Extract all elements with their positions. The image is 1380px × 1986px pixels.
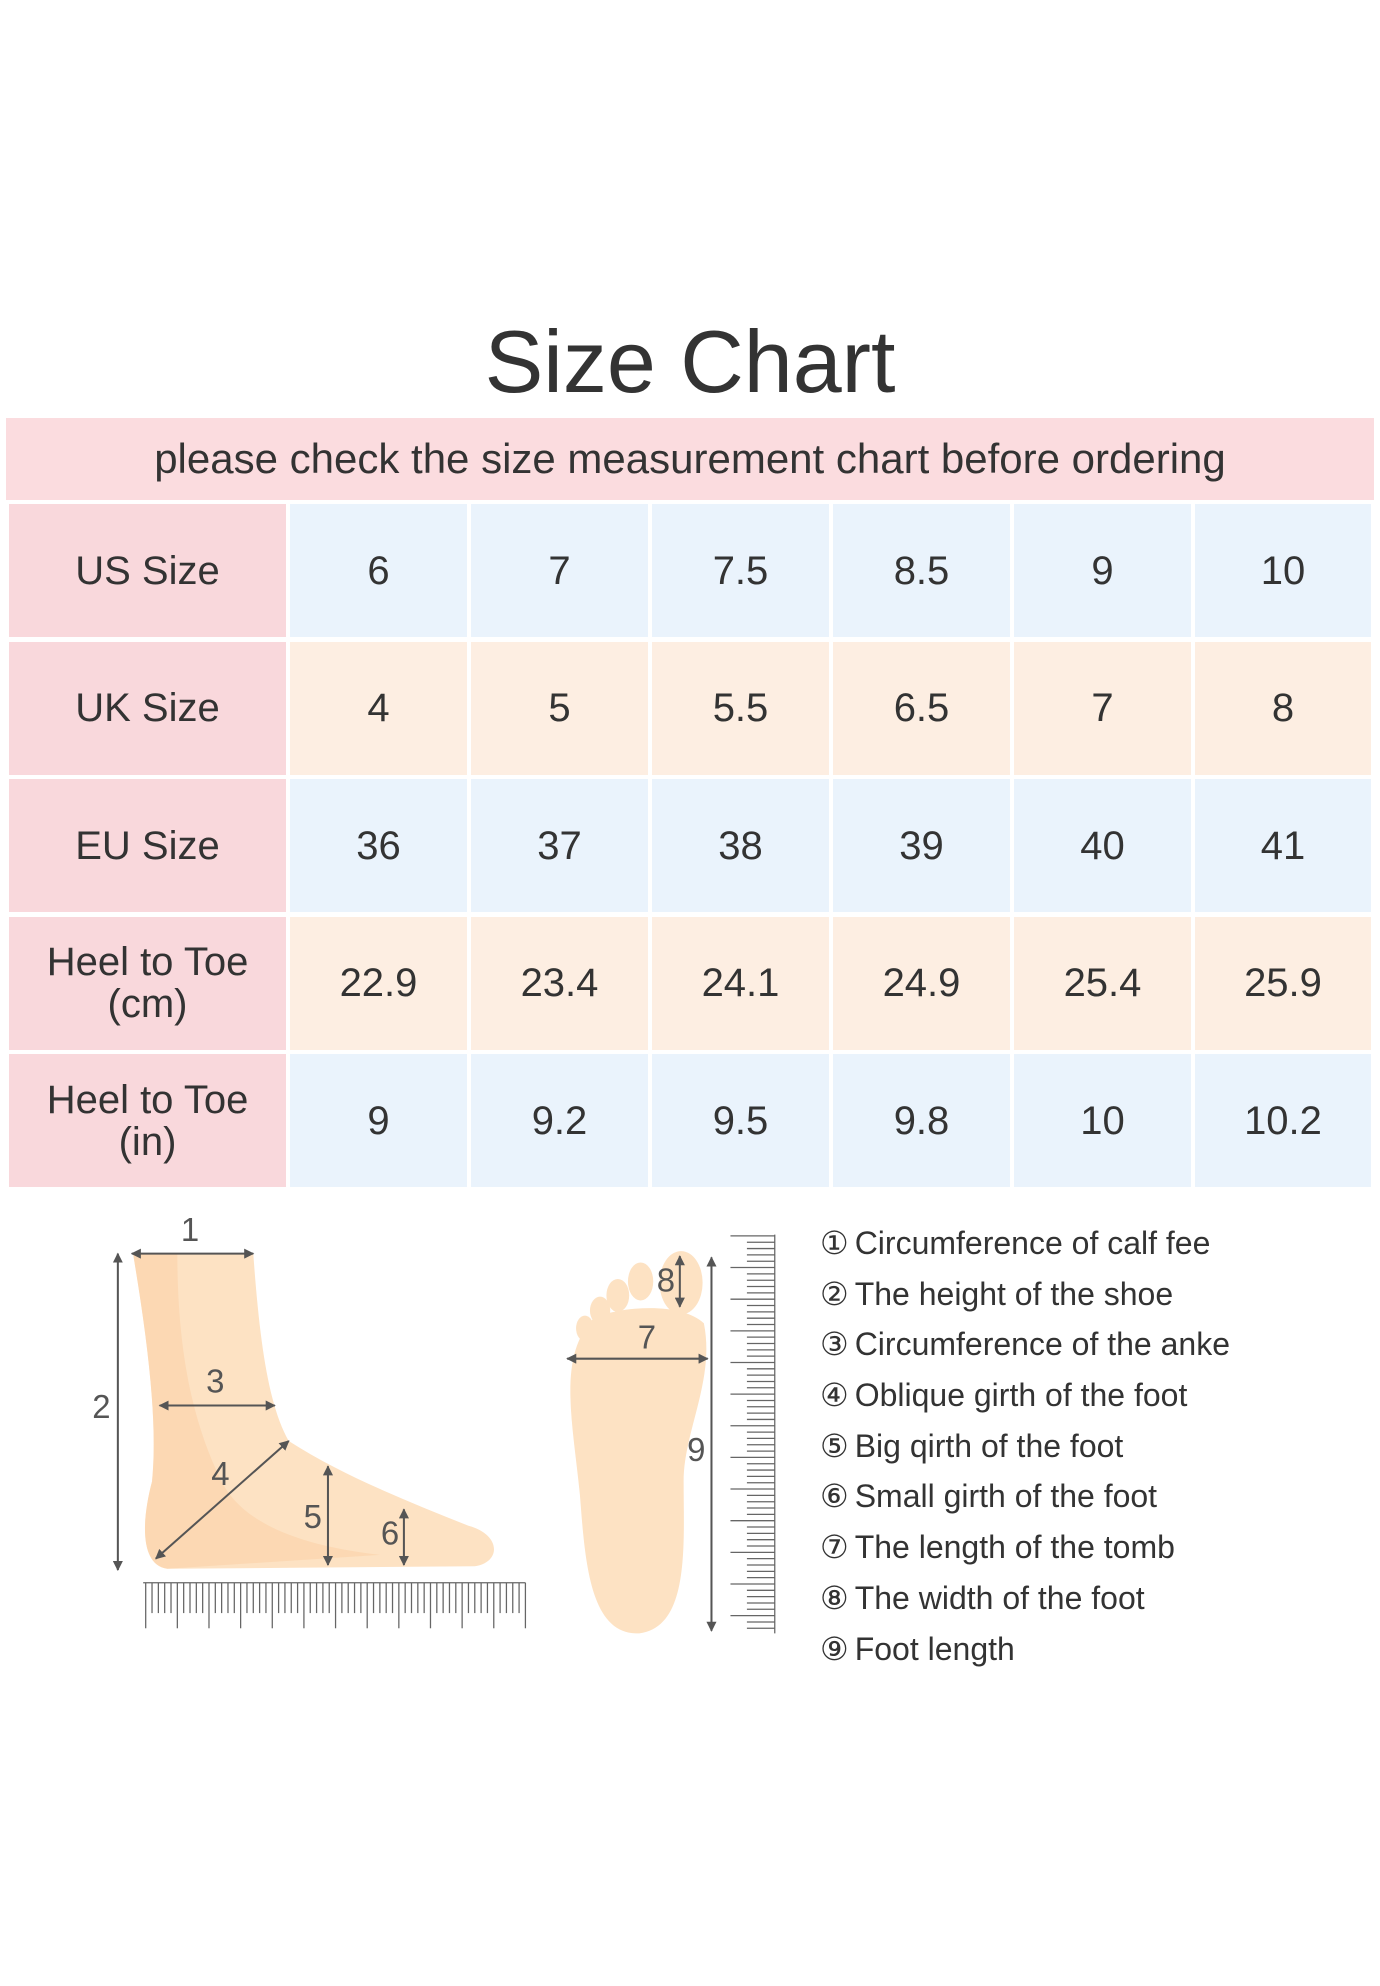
toe xyxy=(576,1315,594,1341)
table-cell: 9.5 xyxy=(652,1054,829,1187)
row-header: Heel to Toe (cm) xyxy=(9,916,286,1050)
table-cell: 4 xyxy=(290,641,467,775)
table-cell: 10 xyxy=(1195,504,1371,637)
sole-foot xyxy=(570,1308,707,1634)
foot-diagram: 1 2 3 4 5 6 7 8 9 xyxy=(92,1211,776,1634)
table-cell: 40 xyxy=(1014,779,1191,912)
table-cell: 8.5 xyxy=(833,504,1010,637)
table-cell: 39 xyxy=(833,779,1010,912)
diagram-label: 4 xyxy=(211,1455,229,1492)
legend-text: The height of the shoe xyxy=(854,1275,1174,1312)
diagram-label: 7 xyxy=(638,1318,656,1355)
table-cell: 8 xyxy=(1195,641,1371,775)
table-cell: 36 xyxy=(290,779,467,912)
legend-item: ② The height of the shoe xyxy=(820,1269,1230,1320)
legend-marker: ② xyxy=(820,1275,849,1312)
table-cell: 9 xyxy=(290,1054,467,1187)
legend: ① Circumference of calf fee ② The height of… xyxy=(820,1218,1230,1674)
table-cell: 23.4 xyxy=(471,916,648,1050)
legend-marker: ④ xyxy=(820,1377,849,1414)
table-cell: 7.5 xyxy=(652,504,829,637)
diagram-label: 2 xyxy=(92,1388,110,1425)
legend-marker: ⑧ xyxy=(820,1579,849,1616)
legend-item: ⑨ Foot length xyxy=(820,1624,1230,1675)
legend-item: ⑦ The length of the tomb xyxy=(820,1522,1230,1573)
diagram-label: 5 xyxy=(304,1498,322,1535)
table-cell: 41 xyxy=(1195,779,1371,912)
legend-marker: ⑨ xyxy=(820,1630,849,1667)
legend-text: Circumference of the anke xyxy=(854,1326,1230,1363)
table-cell: 25.4 xyxy=(1014,916,1191,1050)
legend-text: The width of the foot xyxy=(854,1579,1145,1616)
table-cell: 10 xyxy=(1014,1054,1191,1187)
table-cell: 5 xyxy=(471,641,648,775)
legend-item: ⑤ Big qirth of the foot xyxy=(820,1421,1230,1472)
diagram-label: 8 xyxy=(657,1261,675,1298)
legend-item: ④ Oblique girth of the foot xyxy=(820,1370,1230,1421)
table-cell: 7 xyxy=(1014,641,1191,775)
row-header: US Size xyxy=(9,504,286,637)
table-cell: 5.5 xyxy=(652,641,829,775)
arrow xyxy=(155,1440,290,1560)
legend-marker: ⑦ xyxy=(820,1529,849,1566)
legend-marker: ① xyxy=(820,1225,849,1261)
toe xyxy=(606,1278,630,1312)
table-cell: 10.2 xyxy=(1195,1054,1371,1187)
toe xyxy=(589,1296,611,1325)
table-cell: 9.2 xyxy=(471,1054,648,1187)
legend-text: Small girth of the foot xyxy=(854,1478,1158,1515)
table-cell: 22.9 xyxy=(290,916,467,1050)
legend-item: ⑥ Small girth of the foot xyxy=(820,1471,1230,1522)
legend-text: The length of the tomb xyxy=(854,1529,1175,1566)
legend-text: Big qirth of the foot xyxy=(854,1427,1124,1464)
legend-text: Circumference of calf fee xyxy=(854,1225,1211,1261)
table-cell: 6.5 xyxy=(833,641,1010,775)
subtitle: please check the size measurement chart … xyxy=(6,418,1374,500)
legend-item: ③ Circumference of the anke xyxy=(820,1319,1230,1370)
diagram-label: 3 xyxy=(206,1363,224,1400)
legend-item: ⑧ The width of the foot xyxy=(820,1573,1230,1624)
table-cell: 37 xyxy=(471,779,648,912)
table-cell: 24.9 xyxy=(833,916,1010,1050)
legend-marker: ③ xyxy=(820,1326,849,1363)
table-cell: 38 xyxy=(652,779,829,912)
row-header: EU Size xyxy=(9,779,286,912)
diagram-label: 9 xyxy=(687,1431,705,1468)
legend-item: ① Circumference of calf fee xyxy=(820,1218,1230,1269)
table-cell: 25.9 xyxy=(1195,916,1371,1050)
title: Size Chart xyxy=(484,312,896,411)
toe xyxy=(627,1262,654,1301)
table-cell: 7 xyxy=(471,504,648,637)
table-cell: 9.8 xyxy=(833,1054,1010,1187)
table-cell: 9 xyxy=(1014,504,1191,637)
table-cell: 24.1 xyxy=(652,916,829,1050)
legend-text: Oblique girth of the foot xyxy=(854,1377,1188,1414)
row-header: UK Size xyxy=(9,641,286,775)
row-header: Heel to Toe (in) xyxy=(9,1054,286,1187)
legend-text: Foot length xyxy=(854,1630,1015,1667)
legend-marker: ⑤ xyxy=(820,1427,849,1464)
legend-marker: ⑥ xyxy=(820,1478,849,1515)
table-cell: 6 xyxy=(290,504,467,637)
diagram-label: 1 xyxy=(181,1211,199,1248)
diagram-label: 6 xyxy=(381,1515,399,1552)
